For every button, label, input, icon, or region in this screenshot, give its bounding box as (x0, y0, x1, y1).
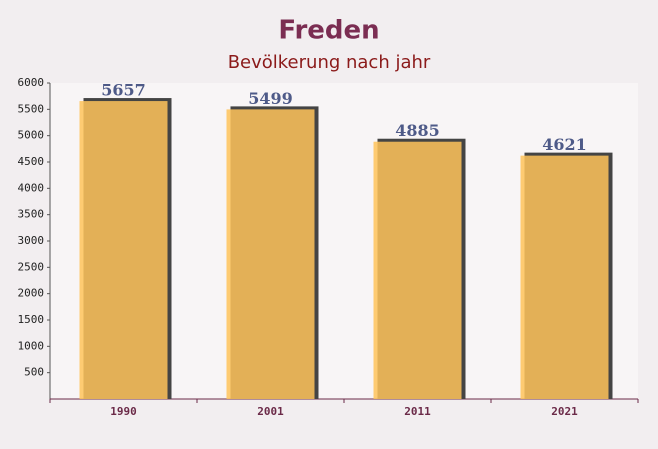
y-tick-label: 3000 (18, 234, 45, 247)
x-tick-label: 2011 (404, 405, 431, 418)
y-tick-label: 2500 (18, 260, 45, 273)
y-tick-label: 2000 (18, 287, 45, 300)
x-tick-label: 1990 (110, 405, 137, 418)
value-label: 4885 (395, 121, 440, 140)
y-tick-label: 500 (24, 366, 44, 379)
y-tick-label: 3500 (18, 208, 45, 221)
y-tick-label: 6000 (18, 76, 45, 89)
value-label: 5657 (101, 81, 146, 100)
bar (373, 141, 462, 399)
y-tick-label: 1500 (18, 313, 45, 326)
y-tick-label: 1000 (18, 339, 45, 352)
y-tick-label: 5000 (18, 129, 45, 142)
y-tick-label: 5500 (18, 102, 45, 115)
y-tick-label: 4000 (18, 181, 45, 194)
value-label: 5499 (248, 89, 293, 108)
bar (79, 101, 168, 399)
chart-subtitle: Bevölkerung nach jahr (228, 52, 431, 73)
bar (226, 109, 315, 400)
y-tick-label: 4500 (18, 155, 45, 168)
x-tick-label: 2021 (551, 405, 578, 418)
chart-title: Freden (278, 16, 379, 46)
x-tick-label: 2001 (257, 405, 284, 418)
value-label: 4621 (542, 135, 587, 154)
bar (520, 155, 609, 399)
